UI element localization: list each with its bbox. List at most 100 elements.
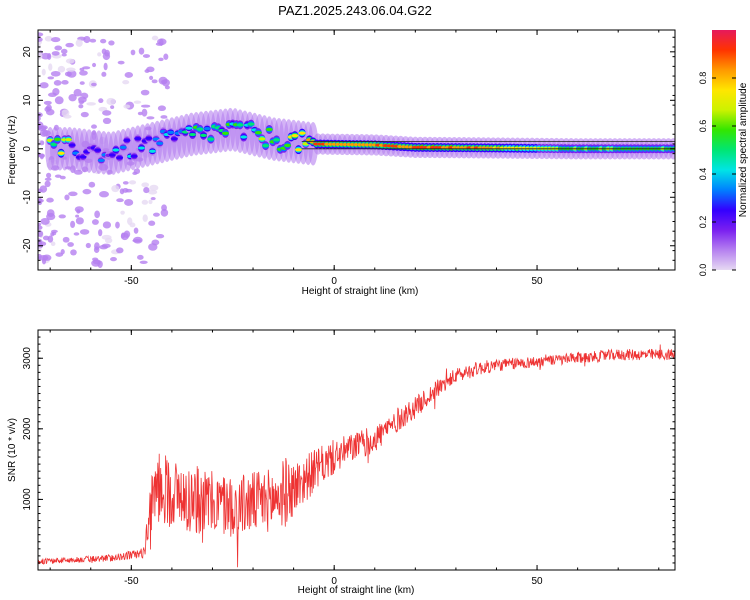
- chart-title: PAZ1.2025.243.06.04.G22: [278, 3, 432, 18]
- spectrogram-core: [156, 141, 164, 145]
- colorbar: 0.0 0.2 0.4 0.6 0.8 Normalized spectral ampl…: [698, 30, 749, 276]
- spectrogram-y-tick-label: 10: [22, 94, 33, 106]
- spectrogram-noise-blob: [137, 254, 144, 260]
- spectrogram-noise-blob: [50, 37, 61, 43]
- spectrogram-noise-blob: [91, 219, 99, 225]
- spectrogram-noise-blob: [60, 249, 65, 255]
- spectrogram-core: [68, 143, 76, 147]
- spectrogram-noise-blob: [73, 88, 82, 97]
- spectrogram-core: [137, 146, 145, 150]
- spectrogram-noise-blob: [65, 42, 74, 48]
- spectrogram-noise-blob: [47, 76, 55, 80]
- spectrogram-noise-blob: [60, 48, 68, 54]
- colorbar-label: Normalized spectral amplitude: [738, 82, 749, 217]
- spectrogram-noise-blob: [110, 256, 117, 262]
- spectrogram-noise-blob: [115, 221, 120, 229]
- spectrogram-noise-blob: [160, 79, 168, 84]
- spectrogram-core: [247, 122, 255, 126]
- spectrogram-noise-blob: [86, 102, 96, 106]
- spectrogram-noise-blob: [143, 187, 150, 194]
- spectrogram-noise-blob: [128, 180, 137, 185]
- spectrogram-noise-blob: [38, 51, 43, 60]
- spectrogram-noise-blob: [38, 225, 43, 230]
- spectrogram-noise-blob: [38, 241, 47, 247]
- spectrogram-core: [258, 137, 266, 141]
- spectrogram-noise-blob: [38, 199, 44, 203]
- spectrogram-noise-blob: [120, 210, 125, 215]
- spectrogram-noise-blob: [46, 172, 52, 179]
- spectrogram-noise-blob: [79, 70, 88, 76]
- spectrogram-core: [207, 137, 215, 141]
- spectrogram-x-tick-label: 0: [331, 276, 337, 287]
- spectrogram-noise-blob: [68, 93, 77, 102]
- spectrogram-x-tick-label: 50: [531, 276, 543, 287]
- spectrogram-core: [294, 148, 302, 152]
- snr-plot-area: [38, 344, 675, 568]
- spectrogram-x-label: Height of straight line (km): [302, 286, 419, 297]
- colorbar-strip: [712, 30, 736, 270]
- spectrogram-noise-blob: [82, 66, 91, 70]
- spectrogram-core: [116, 156, 124, 160]
- spectrogram-noise-blob: [110, 105, 115, 109]
- spectrogram-noise-blob: [46, 209, 55, 218]
- spectrogram-noise-blob: [39, 153, 44, 160]
- spectrogram-noise-blob: [158, 57, 164, 62]
- spectrogram-noise-blob: [116, 198, 124, 203]
- spectrogram-noise-blob: [79, 67, 85, 71]
- spectrogram-noise-blob: [120, 232, 126, 239]
- spectrogram-core: [148, 149, 156, 153]
- spectrogram-noise-blob: [92, 62, 97, 68]
- spectrogram-noise-blob: [38, 36, 43, 43]
- spectrogram-core: [130, 154, 138, 158]
- spectrogram-noise-blob: [151, 79, 158, 84]
- spectrogram-noise-blob: [99, 244, 109, 250]
- spectrogram-noise-blob: [40, 217, 50, 225]
- spectrogram-noise-blob: [150, 196, 156, 201]
- spectrogram-noise-blob: [50, 241, 56, 246]
- spectrogram-noise-blob: [38, 32, 44, 37]
- spectrogram-noise-blob: [39, 82, 49, 89]
- spectrogram-noise-blob: [75, 217, 84, 225]
- snr-x-tick-label: 0: [331, 576, 337, 587]
- spectrogram-noise-blob: [85, 242, 91, 249]
- spectrogram-core: [170, 137, 178, 141]
- snr-x-tick-label: 50: [531, 576, 543, 587]
- spectrogram-core: [57, 151, 65, 155]
- spectrogram-noise-blob: [38, 254, 49, 261]
- spectrogram-noise-blob: [161, 204, 167, 212]
- spectrogram-noise-blob: [38, 230, 44, 238]
- spectrogram-noise-blob: [64, 194, 70, 201]
- colorbar-ticks: 0.0 0.2 0.4 0.6 0.8: [698, 72, 736, 276]
- spectrogram-core: [254, 131, 262, 135]
- colorbar-tick-label: 0.8: [698, 72, 708, 85]
- spectrogram-noise-blob: [50, 70, 61, 77]
- spectrogram-noise-blob: [42, 235, 50, 241]
- spectrogram-y-label: Frequency (Hz): [7, 116, 18, 185]
- spectrogram-noise-blob: [140, 89, 150, 96]
- spectrogram-noise-blob: [149, 75, 154, 81]
- spectrogram-noise-blob: [155, 233, 165, 239]
- spectrogram-core: [64, 137, 72, 142]
- spectrogram-core: [134, 137, 142, 141]
- spectrogram-noise-blob: [137, 111, 143, 116]
- spectrogram-noise-blob: [58, 214, 66, 219]
- spectrogram-core: [189, 132, 197, 137]
- spectrogram-core: [273, 138, 281, 142]
- spectrogram-y-axis: 20 10 0 -10 -20: [22, 36, 675, 271]
- spectrogram-frame: [37, 29, 676, 271]
- spectrogram-noise-blob: [39, 129, 49, 137]
- spectrogram-noise-blob: [51, 229, 58, 234]
- spectrogram-noise-blob: [44, 177, 52, 181]
- spectrogram-noise-blob: [160, 208, 169, 217]
- spectrogram-core: [79, 155, 87, 159]
- colorbar-tick-label: 0.4: [698, 168, 708, 181]
- spectrogram-core: [185, 126, 193, 130]
- spectrogram-core: [94, 148, 102, 152]
- spectrogram-noise-blob: [38, 121, 44, 129]
- spectrogram-noise-blob: [66, 69, 77, 78]
- spectrogram-noise-blob: [133, 227, 139, 234]
- spectrogram-noise-blob: [82, 188, 92, 195]
- snr-y-tick-label: 3000: [22, 347, 33, 370]
- spectrogram-noise-blob: [148, 243, 158, 251]
- spectrogram-noise-blob: [100, 38, 107, 44]
